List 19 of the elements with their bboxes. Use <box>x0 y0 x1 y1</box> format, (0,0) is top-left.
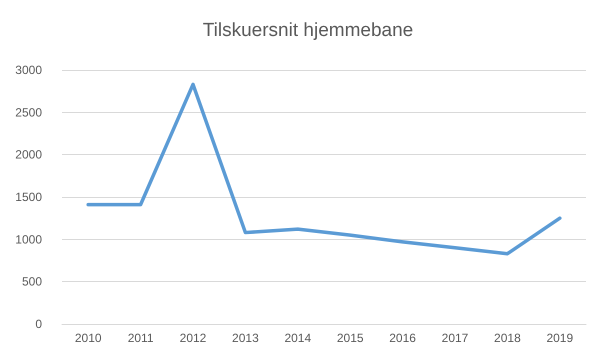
x-tick-label: 2015 <box>336 331 364 345</box>
chart-title: Tilskuersnit hjemmebane <box>202 20 414 41</box>
y-tick-label: 0 <box>35 317 42 331</box>
y-tick-label: 1000 <box>15 232 42 246</box>
x-tick-label: 2017 <box>442 331 469 345</box>
y-tick-label: 2500 <box>15 105 42 120</box>
x-tick-label: 2016 <box>389 331 416 345</box>
line-series <box>86 82 562 256</box>
x-tick-label: 2018 <box>494 331 522 345</box>
y-tick-label: 3000 <box>15 63 42 77</box>
x-tick-label: 2012 <box>180 331 207 345</box>
x-tick-label: 2010 <box>74 331 102 345</box>
x-tick-label: 2011 <box>128 331 154 345</box>
x-tick-label: 2019 <box>546 331 574 345</box>
x-tick-label: 2014 <box>284 331 312 345</box>
y-tick-label: 1500 <box>15 190 42 204</box>
y-tick-label: 2000 <box>15 148 42 162</box>
y-tick-label: 500 <box>22 274 42 289</box>
x-tick-label: 2013 <box>232 331 260 345</box>
